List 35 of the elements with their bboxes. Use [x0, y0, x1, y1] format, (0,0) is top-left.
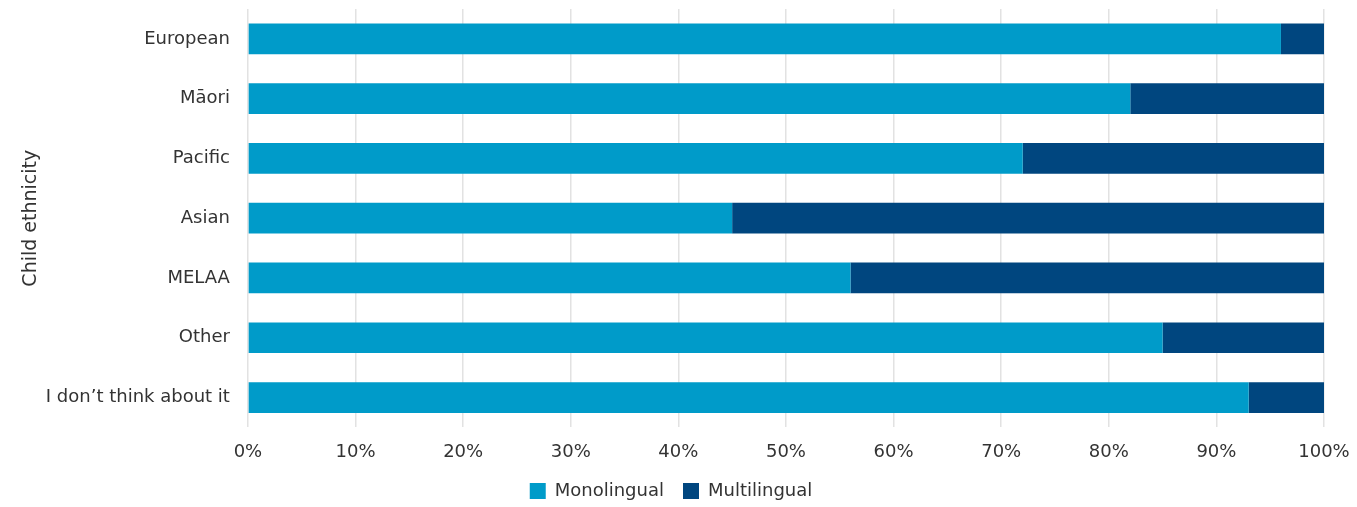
- bar: [248, 83, 1131, 115]
- bar: [1022, 143, 1324, 174]
- bar: [248, 23, 1281, 55]
- legend-label: Multilingual: [707, 478, 813, 500]
- bar: [248, 202, 733, 234]
- x-tick-label: 80%: [1088, 439, 1129, 461]
- x-tick-label: 40%: [658, 439, 699, 461]
- bar: [248, 262, 851, 294]
- y-tick-label: Pacific: [172, 146, 230, 168]
- y-tick-label: MELAA: [167, 265, 231, 287]
- x-tick-label: 70%: [981, 439, 1022, 461]
- bar: [1130, 83, 1324, 115]
- bar: [1248, 382, 1324, 413]
- x-tick-label: 50%: [765, 439, 806, 461]
- y-tick-label: Other: [178, 325, 231, 347]
- x-tick-label: 100%: [1298, 439, 1350, 461]
- bar: [248, 143, 1023, 174]
- legend-label: Monolingual: [554, 478, 664, 500]
- x-tick-label: 90%: [1196, 439, 1237, 461]
- x-tick-label: 30%: [550, 439, 591, 461]
- x-tick-label: 10%: [335, 439, 376, 461]
- bar: [1162, 322, 1324, 354]
- bar: [248, 382, 1249, 413]
- bar: [1280, 23, 1324, 55]
- y-tick-label: European: [144, 26, 230, 48]
- x-tick-label: 0%: [233, 439, 263, 461]
- bar: [850, 262, 1324, 294]
- y-tick-label: Asian: [180, 205, 230, 227]
- x-tick-label: 60%: [873, 439, 914, 461]
- bar: [732, 202, 1324, 234]
- bar: [248, 322, 1163, 354]
- y-axis-title: Child ethnicity: [18, 149, 41, 287]
- y-tick-label: I don’t think about it: [45, 385, 230, 407]
- y-tick-label: Māori: [179, 86, 230, 108]
- x-tick-label: 20%: [443, 439, 484, 461]
